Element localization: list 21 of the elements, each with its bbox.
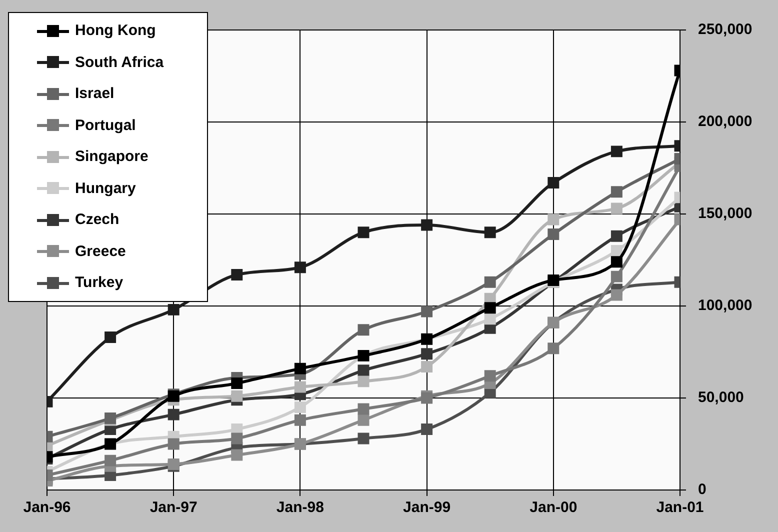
legend-label: Hungary bbox=[75, 180, 136, 197]
legend-label: Czech bbox=[75, 211, 120, 228]
legend-label: Singapore bbox=[75, 148, 148, 166]
legend-label: Israel bbox=[75, 85, 114, 102]
x-tick-label: Jan-98 bbox=[276, 499, 324, 516]
y-tick-label: 200,000 bbox=[698, 113, 752, 130]
legend-label: Greece bbox=[75, 242, 126, 260]
x-tick-label: Jan-96 bbox=[23, 499, 71, 516]
x-tick-label: Jan-99 bbox=[403, 499, 451, 516]
legend-label: South Africa bbox=[75, 54, 164, 71]
y-tick-label: 150,000 bbox=[698, 205, 752, 222]
y-tick-label: 250,000 bbox=[698, 21, 752, 38]
x-tick-label: Jan-01 bbox=[656, 499, 704, 516]
legend-label: Portugal bbox=[75, 116, 136, 134]
legend-label: Turkey bbox=[75, 274, 124, 292]
y-tick-label: 50,000 bbox=[698, 389, 744, 406]
legend-label: Hong Kong bbox=[75, 22, 156, 40]
x-tick-label: Jan-97 bbox=[150, 499, 198, 516]
y-tick-label: 100,000 bbox=[698, 297, 752, 314]
y-tick-label: 0 bbox=[698, 481, 706, 498]
x-tick-label: Jan-00 bbox=[530, 499, 578, 516]
